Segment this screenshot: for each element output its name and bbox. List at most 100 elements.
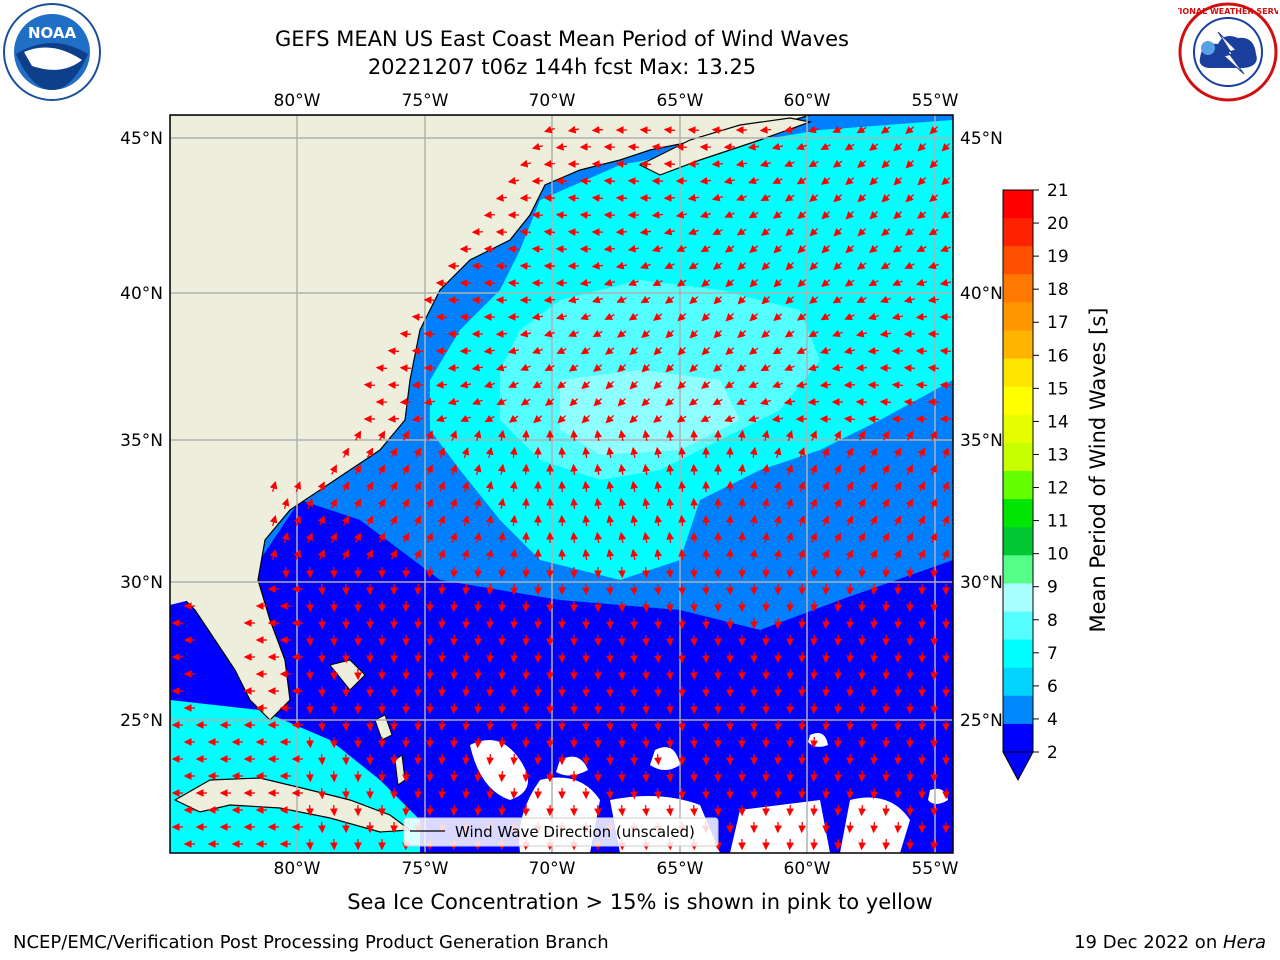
wind-wave-arrow: [531, 177, 544, 185]
wind-wave-arrow: [821, 447, 829, 458]
wind-wave-arrow: [785, 464, 794, 475]
wind-wave-arrow: [426, 634, 434, 647]
wind-wave-arrow: [329, 464, 337, 475]
wind-wave-arrow: [857, 498, 866, 509]
wind-wave-arrow: [665, 398, 675, 407]
wind-wave-arrow: [531, 245, 544, 254]
map-area: [170, 115, 953, 853]
wind-wave-arrow: [809, 296, 819, 304]
wind-wave-arrow: [894, 753, 902, 766]
wind-wave-arrow: [473, 463, 482, 475]
wind-wave-arrow: [593, 398, 603, 407]
wind-wave-arrow: [868, 278, 879, 287]
wind-wave-arrow: [702, 719, 710, 732]
wind-wave-arrow: [833, 464, 841, 475]
wind-wave-arrow: [798, 753, 806, 766]
wind-wave-arrow: [630, 446, 639, 459]
wind-wave-arrow: [591, 125, 604, 134]
wind-wave-arrow: [618, 429, 627, 442]
wind-wave-arrow: [737, 330, 747, 339]
footer-date-text: 19 Dec 2022 on: [1074, 932, 1223, 953]
wind-wave-arrow: [567, 125, 580, 134]
wind-wave-arrow: [665, 330, 675, 339]
wind-wave-arrow: [629, 719, 638, 732]
wind-wave-arrow: [725, 313, 734, 322]
wind-wave-arrow: [929, 194, 939, 203]
wind-wave-arrow: [317, 481, 325, 492]
wind-wave-arrow: [474, 702, 483, 715]
wind-wave-arrow: [462, 685, 471, 698]
wind-wave-arrow: [893, 143, 903, 152]
wind-wave-arrow: [701, 380, 711, 389]
wind-wave-arrow: [486, 685, 495, 698]
wind-wave-arrow: [759, 159, 771, 168]
wind-wave-arrow: [461, 515, 470, 526]
wind-wave-arrow: [555, 211, 568, 220]
wind-wave-arrow: [858, 634, 867, 647]
colorbar-segment: [1003, 667, 1033, 697]
footer-machine: Hera: [1222, 932, 1266, 953]
wind-wave-arrow: [474, 770, 483, 783]
wind-wave-arrow: [616, 295, 627, 303]
wind-wave-arrow: [627, 177, 640, 186]
wind-wave-arrow: [305, 634, 314, 647]
wind-wave-arrow: [941, 177, 951, 186]
wind-wave-arrow: [425, 430, 433, 441]
wind-wave-arrow: [869, 245, 879, 253]
wind-wave-arrow: [736, 363, 747, 372]
wind-wave-arrow: [702, 617, 710, 630]
wind-wave-arrow: [882, 668, 890, 681]
footer-date: 19 Dec 2022 on Hera: [1074, 932, 1266, 953]
wind-wave-arrow: [843, 415, 856, 423]
wind-wave-arrow: [414, 719, 422, 732]
wind-wave-arrow: [531, 142, 544, 151]
wind-wave-arrow: [675, 210, 688, 219]
wind-wave-arrow: [821, 549, 829, 560]
wind-wave-arrow: [545, 398, 555, 406]
wind-wave-arrow: [820, 346, 831, 355]
wind-wave-arrow: [485, 480, 494, 493]
wind-wave-arrow: [447, 364, 460, 372]
wind-wave-arrow: [677, 347, 686, 356]
colorbar-tick-label: 10: [1047, 545, 1069, 565]
wind-wave-arrow: [951, 364, 953, 373]
wind-wave-arrow: [927, 398, 940, 406]
wind-wave-arrow: [821, 481, 829, 492]
wind-wave-arrow: [629, 583, 638, 596]
wind-wave-arrow: [810, 566, 818, 579]
wind-wave-arrow: [568, 329, 579, 337]
wind-wave-arrow: [484, 414, 495, 423]
wind-wave-arrow: [462, 583, 471, 596]
wind-wave-arrow: [858, 804, 867, 817]
wind-wave-arrow: [495, 262, 508, 271]
wind-wave-arrow: [618, 702, 626, 715]
wind-wave-arrow: [798, 651, 806, 664]
wind-wave-arrow: [483, 346, 496, 355]
lon-label-bottom-80: 80°W: [274, 859, 321, 879]
wind-wave-arrow: [654, 446, 663, 459]
wind-wave-arrow: [726, 480, 734, 493]
wind-wave-arrow: [630, 480, 639, 493]
wind-wave-arrow: [821, 515, 829, 526]
wind-wave-arrow: [411, 414, 424, 423]
wind-wave-arrow: [522, 770, 530, 783]
wind-wave-arrow: [399, 398, 412, 406]
wind-wave-arrow: [450, 804, 459, 817]
wind-wave-arrow: [939, 381, 952, 389]
wind-wave-arrow: [783, 125, 796, 134]
wind-wave-arrow: [665, 702, 674, 715]
wind-wave-arrow: [822, 583, 831, 596]
colorbar-tick-label: 4: [1047, 710, 1058, 730]
wind-wave-arrow: [748, 176, 759, 185]
wind-wave-arrow: [341, 481, 350, 492]
wind-wave-arrow: [641, 668, 650, 681]
wind-wave-arrow: [809, 464, 817, 475]
nws-logo-text: NATIONAL WEATHER SERVICE: [1178, 7, 1278, 16]
wind-wave-arrow: [688, 261, 699, 270]
wind-wave-arrow: [437, 515, 445, 526]
wind-wave-arrow: [785, 532, 794, 543]
wind-wave-arrow: [330, 668, 338, 681]
wind-wave-arrow: [618, 804, 626, 817]
wind-wave-arrow: [555, 279, 568, 287]
wind-wave-arrow: [881, 430, 890, 441]
